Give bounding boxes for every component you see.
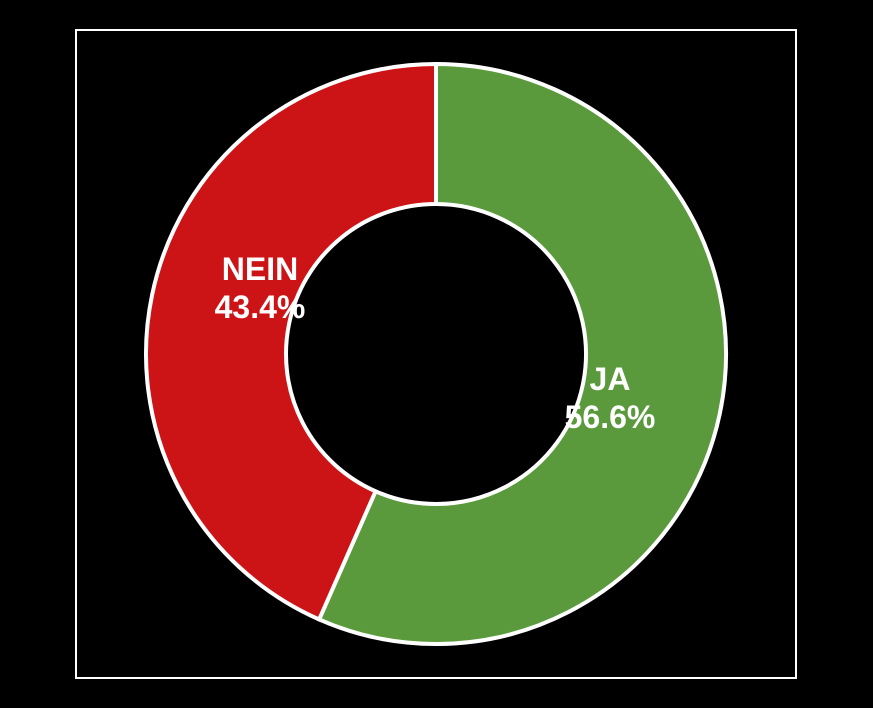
slice-label-ja: JA — [590, 361, 631, 397]
slice-percent-ja: 56.6% — [565, 399, 656, 435]
slice-label-nein: NEIN — [222, 251, 298, 287]
donut-chart: JA56.6% NEIN43.4% — [0, 0, 873, 708]
slice-percent-nein: 43.4% — [215, 289, 306, 325]
